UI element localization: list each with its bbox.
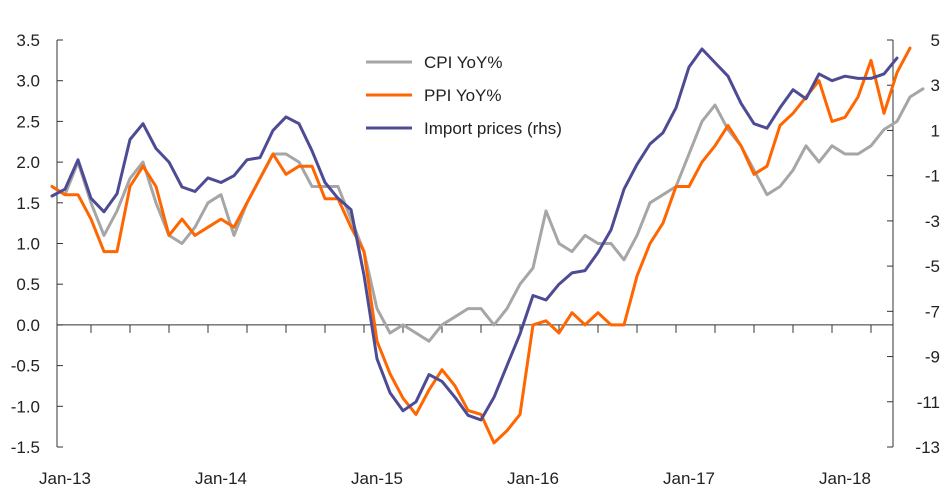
- right-tick-label: -13: [915, 438, 940, 457]
- right-tick-label: -5: [925, 257, 940, 276]
- left-y-axis: 3.5 3.0 2.5 2.0 1.5 1.0 0.5 0.0 -0.5 -1.0 -1.5: [11, 31, 63, 457]
- left-tick-label: 1.0: [16, 235, 40, 254]
- x-tick-label: Jan-17: [663, 469, 715, 488]
- left-tick-label: -1.0: [11, 397, 40, 416]
- series-line-1: [50, 87, 925, 343]
- series-line-3: [50, 47, 899, 422]
- right-tick-label: 5: [931, 31, 940, 50]
- right-tick-label: 3: [931, 76, 940, 95]
- right-y-axis: 5 3 1 -1 -3 -5 -7 -9 -11 -13: [887, 31, 940, 457]
- left-tick-label: 1.5: [16, 194, 40, 213]
- left-tick-label: 0.5: [16, 275, 40, 294]
- left-tick-label: -1.5: [11, 438, 40, 457]
- right-tick-label: -9: [925, 348, 940, 367]
- series-line-2: [50, 46, 912, 445]
- x-tick-label: Jan-18: [819, 469, 871, 488]
- x-tick-label: Jan-15: [351, 469, 403, 488]
- x-tick-label: Jan-14: [195, 469, 247, 488]
- legend: CPI YoY% PPI YoY% Import prices (rhs): [366, 53, 562, 138]
- x-tick-label: Jan-13: [39, 469, 91, 488]
- right-tick-label: 1: [931, 121, 940, 140]
- x-axis: Jan-13 Jan-14 Jan-15 Jan-16 Jan-17 Jan-18: [39, 324, 893, 488]
- left-tick-label: -0.5: [11, 357, 40, 376]
- right-tick-label: -1: [925, 167, 940, 186]
- right-tick-label: -11: [917, 393, 940, 412]
- left-tick-label: 3.5: [16, 31, 40, 50]
- legend-label: Import prices (rhs): [424, 119, 562, 138]
- right-tick-label: -3: [925, 212, 940, 231]
- left-tick-label: 2.5: [16, 112, 40, 131]
- legend-label: PPI YoY%: [424, 86, 502, 105]
- left-tick-label: 3.0: [16, 72, 40, 91]
- series-layer: [50, 46, 925, 445]
- x-tick-label: Jan-16: [507, 469, 559, 488]
- left-tick-label: 2.0: [16, 153, 40, 172]
- legend-label: CPI YoY%: [424, 53, 502, 72]
- right-tick-label: -7: [925, 302, 940, 321]
- left-tick-label: 0.0: [16, 316, 40, 335]
